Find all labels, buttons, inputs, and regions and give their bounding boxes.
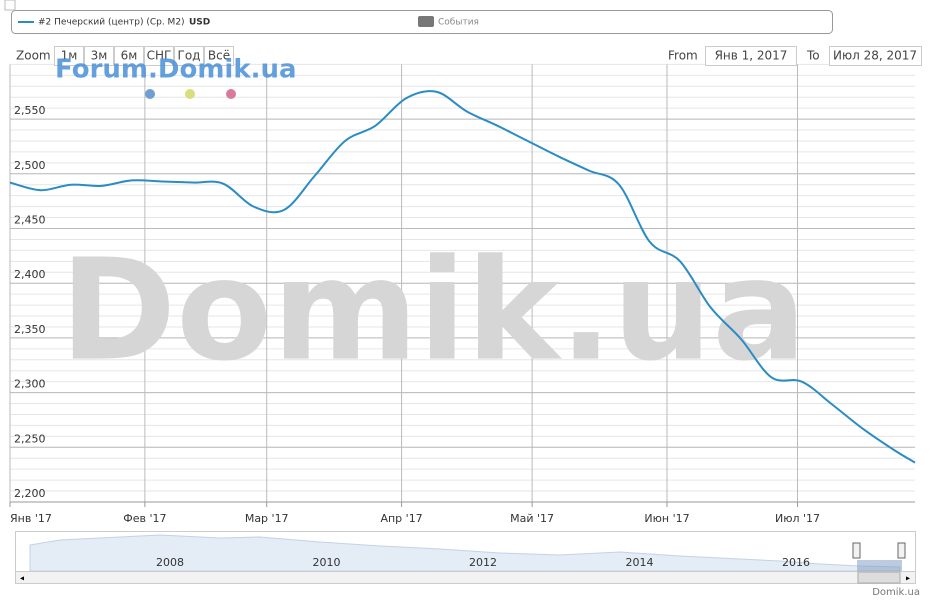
dot [145, 89, 155, 99]
from-input[interactable] [705, 46, 797, 66]
watermark: Domik.ua [60, 230, 807, 393]
y-tick-label: 2,550 [14, 104, 46, 117]
scrollbar-thumb[interactable] [857, 571, 901, 584]
zoom-button-label: Год [178, 49, 201, 63]
series-line [9, 90, 916, 464]
x-tick-label: Янв '17 [10, 512, 52, 525]
navigator-label: 2010 [313, 556, 341, 569]
y-tick-label: 2,200 [14, 487, 46, 500]
x-tick-label: Мар '17 [245, 512, 289, 525]
dot [226, 89, 236, 99]
y-tick-label: 2,250 [14, 432, 46, 445]
zoom-button[interactable] [144, 46, 174, 66]
dot [185, 89, 195, 99]
to-value: Июл 28, 2017 [833, 49, 917, 63]
credit: Domik.ua [872, 587, 920, 598]
zoom-button-label: 1м [61, 49, 78, 63]
zoom-button[interactable] [174, 46, 204, 66]
navigator-label: 2008 [156, 556, 184, 569]
legend-label[interactable]: #2 Печерский (центр) (Ср. M2) [38, 18, 185, 28]
y-tick-label: 2,300 [14, 378, 46, 391]
y-tick-label: 2,450 [14, 214, 46, 227]
zoom-button[interactable] [114, 46, 144, 66]
navigator-window [857, 560, 902, 571]
handle[interactable] [852, 542, 861, 559]
y-tick-label: 2,400 [14, 268, 46, 281]
events-label[interactable]: События [438, 18, 479, 28]
handle[interactable] [897, 542, 906, 559]
scroll-right[interactable]: ▸ [906, 574, 910, 583]
events-swatch [418, 16, 434, 27]
to-label: To [806, 49, 820, 63]
x-tick-label: Июл '17 [775, 512, 820, 525]
from-value: Янв 1, 2017 [715, 49, 788, 63]
corner [4, 0, 16, 11]
x-tick-label: Апр '17 [380, 512, 422, 525]
watermark-small: Forum.Domik.ua [55, 55, 297, 85]
zoom-buttons: 1м 3м 6м СНГ Год Всё [54, 46, 234, 66]
zoom-label: Zoom [16, 49, 51, 63]
x-tick-label: Фев '17 [123, 512, 166, 525]
navigator-label: 2014 [626, 556, 654, 569]
zoom-button-label: 3м [91, 49, 108, 63]
x-tick-label: Июн '17 [644, 512, 689, 525]
zoom-button-label: Всё [208, 49, 230, 63]
navigator-label: 2016 [782, 556, 810, 569]
grid [9, 63, 915, 503]
zoom-button[interactable] [204, 46, 234, 66]
zoom-button[interactable] [54, 46, 84, 66]
zoom-button-label: СНГ [147, 49, 172, 63]
legend-unit: USD [189, 18, 210, 28]
navigator-labels: 2008 2010 2012 2014 2016 [156, 556, 810, 569]
scroll-left[interactable]: ◂ [20, 574, 24, 583]
from-label: From [668, 49, 698, 63]
x-tick-label: Май '17 [510, 512, 554, 525]
y-tick-label: 2,350 [14, 323, 46, 336]
navigator-label: 2012 [469, 556, 497, 569]
to-input[interactable] [829, 46, 922, 66]
y-tick-label: 2,500 [14, 159, 46, 172]
zoom-button-label: 6м [121, 49, 138, 63]
zoom-button[interactable] [84, 46, 114, 66]
scrollbar[interactable] [15, 571, 916, 584]
